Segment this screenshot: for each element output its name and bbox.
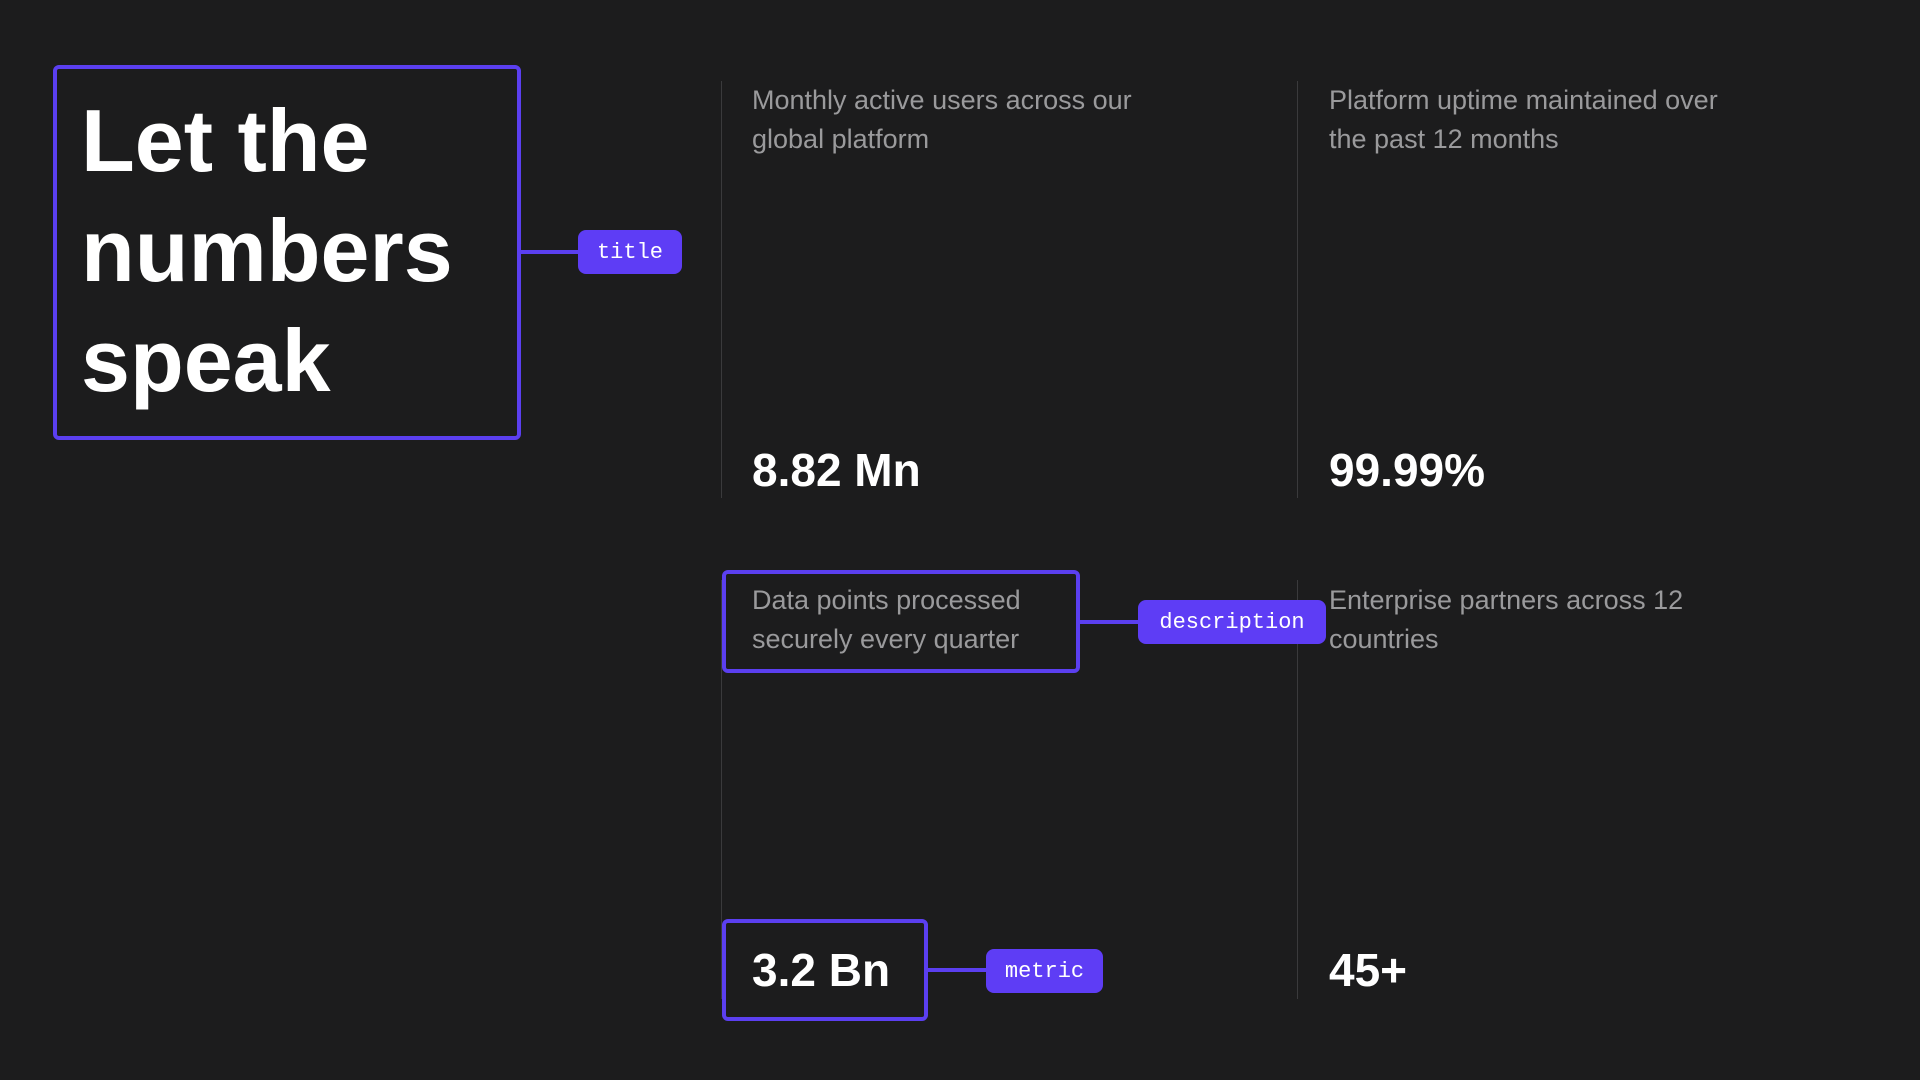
divider <box>721 81 722 498</box>
connector <box>1079 620 1139 624</box>
description: Monthly active users across our global p… <box>752 85 1132 154</box>
title: Let the numbers speak <box>81 91 453 410</box>
metric: 45+ <box>1329 944 1408 996</box>
metric: 8.82 Mn <box>752 444 921 496</box>
divider <box>1297 81 1298 498</box>
connector <box>927 968 987 972</box>
highlight-box <box>722 570 1080 673</box>
description: Enterprise partners across 12 countries <box>1329 585 1684 654</box>
description: Data points processed securely every qua… <box>752 585 1021 654</box>
metric: 3.2 Bn <box>752 944 891 996</box>
highlight-box <box>722 919 928 1021</box>
annotation-tag: title <box>578 230 682 274</box>
description: Platform uptime maintained over the past… <box>1329 85 1718 154</box>
connector <box>520 250 580 254</box>
metric: 99.99% <box>1329 444 1486 496</box>
annotation-tag: description <box>1138 600 1326 644</box>
highlight-box <box>53 65 521 440</box>
divider <box>1297 580 1298 999</box>
divider <box>721 580 722 999</box>
annotation-tag: metric <box>986 949 1103 993</box>
